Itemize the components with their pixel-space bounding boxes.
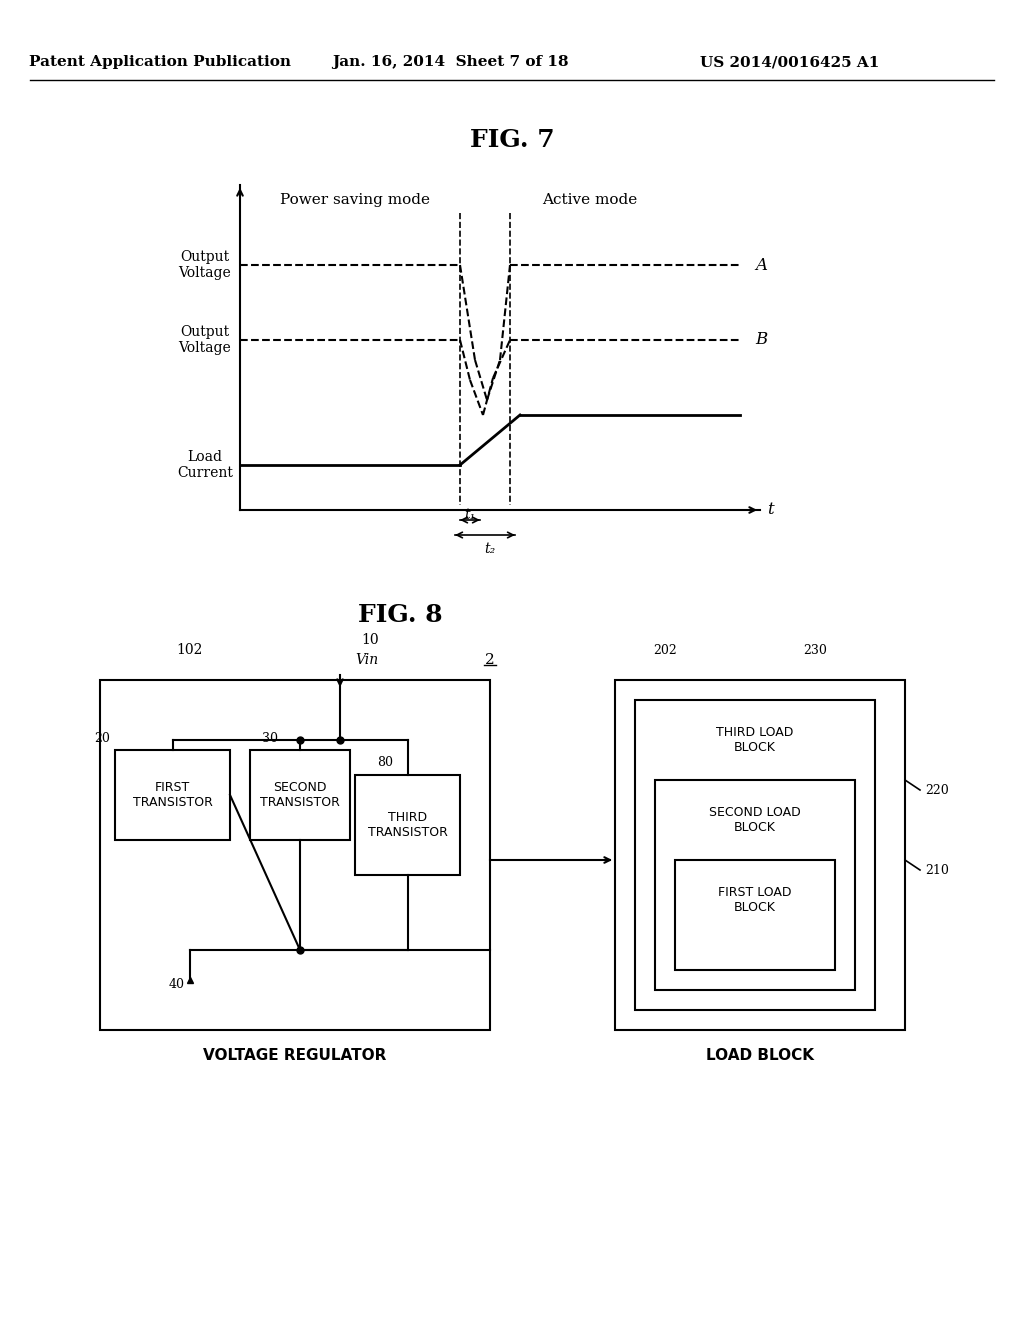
Text: US 2014/0016425 A1: US 2014/0016425 A1 xyxy=(700,55,880,69)
Text: FIRST LOAD
BLOCK: FIRST LOAD BLOCK xyxy=(718,886,792,913)
Text: 20: 20 xyxy=(94,731,110,744)
Text: t₂: t₂ xyxy=(484,543,496,556)
Bar xyxy=(635,700,874,1010)
Text: t: t xyxy=(767,502,773,519)
Text: 80: 80 xyxy=(377,756,393,770)
Text: Active mode: Active mode xyxy=(543,193,638,207)
Text: 2: 2 xyxy=(485,653,495,667)
Text: SECOND
TRANSISTOR: SECOND TRANSISTOR xyxy=(260,781,340,809)
Bar xyxy=(115,750,230,840)
Text: VOLTAGE REGULATOR: VOLTAGE REGULATOR xyxy=(204,1048,387,1063)
Text: 210: 210 xyxy=(925,863,949,876)
Bar xyxy=(100,680,490,1030)
Bar xyxy=(355,775,460,875)
Text: Output
Voltage: Output Voltage xyxy=(178,325,231,355)
Text: t₁: t₁ xyxy=(464,508,475,521)
Text: FIRST
TRANSISTOR: FIRST TRANSISTOR xyxy=(132,781,212,809)
Bar xyxy=(655,780,855,990)
Bar xyxy=(250,750,350,840)
Text: A: A xyxy=(755,256,767,273)
Text: B: B xyxy=(755,331,767,348)
Text: 202: 202 xyxy=(653,644,677,656)
Text: THIRD LOAD
BLOCK: THIRD LOAD BLOCK xyxy=(717,726,794,754)
Text: 30: 30 xyxy=(262,731,278,744)
Text: 230: 230 xyxy=(803,644,827,656)
Text: Power saving mode: Power saving mode xyxy=(280,193,430,207)
Text: Patent Application Publication: Patent Application Publication xyxy=(29,55,291,69)
Text: FIG. 7: FIG. 7 xyxy=(470,128,554,152)
Text: FIG. 8: FIG. 8 xyxy=(357,603,442,627)
Text: LOAD BLOCK: LOAD BLOCK xyxy=(706,1048,814,1063)
Text: Output
Voltage: Output Voltage xyxy=(178,249,231,280)
Bar xyxy=(675,861,835,970)
Text: Jan. 16, 2014  Sheet 7 of 18: Jan. 16, 2014 Sheet 7 of 18 xyxy=(332,55,568,69)
Text: 220: 220 xyxy=(925,784,949,796)
Bar xyxy=(615,680,905,1030)
Text: Vin: Vin xyxy=(355,653,378,667)
Text: Load
Current: Load Current xyxy=(177,450,232,480)
Text: THIRD
TRANSISTOR: THIRD TRANSISTOR xyxy=(368,810,447,840)
Text: SECOND LOAD
BLOCK: SECOND LOAD BLOCK xyxy=(710,807,801,834)
Text: 10: 10 xyxy=(361,634,379,647)
Text: 102: 102 xyxy=(177,643,203,657)
Text: 40: 40 xyxy=(169,978,185,991)
